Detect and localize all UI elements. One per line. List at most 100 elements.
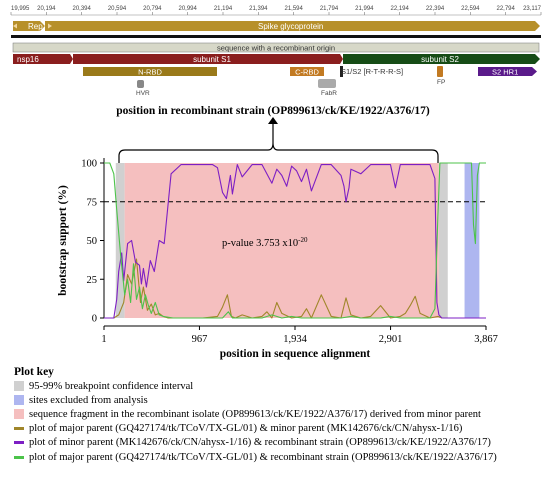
fp-label: FP <box>437 79 445 86</box>
genome-tick-label: 20,594 <box>108 6 127 12</box>
y-tick-label: 75 <box>87 197 98 208</box>
legend-color-swatch <box>14 381 24 392</box>
hvr-label: HVR <box>136 90 150 97</box>
series-line-1 <box>104 258 486 319</box>
y-axis-label: bootstrap support (%) <box>57 185 69 296</box>
genome-tick-label: 20,394 <box>72 6 91 12</box>
n-rbd-label: N-RBD <box>138 68 162 77</box>
c-rbd-label: C-RBD <box>295 68 319 77</box>
region-confidence <box>115 163 125 318</box>
legend-color-swatch <box>14 409 24 420</box>
plot-key-label: 95-99% breakpoint confidence interval <box>29 380 194 392</box>
plot-key-label: sequence fragment in the recombinant iso… <box>29 408 481 420</box>
s2-hr1-label: S2 HR1 <box>492 68 518 77</box>
chart-series <box>104 162 486 319</box>
genome-ruler: 19,995 20,194 20,394 20,594 20,794 20,994 21,1… <box>10 6 542 16</box>
x-tick-label: 2,901 <box>379 334 403 345</box>
s2-hr1-bar <box>478 67 537 76</box>
subunit-s1-bar <box>73 54 343 64</box>
genome-map: 19,995 20,194 20,394 20,594 20,794 20,994 21,1… <box>10 6 542 97</box>
series-line-2 <box>104 164 486 319</box>
subunit-s1-label: subunit S1 <box>193 55 231 64</box>
genome-tick-label: 21,794 <box>320 6 339 12</box>
chart-ticks: 0 25 50 75 100 1 967 1,934 2,901 3,867 <box>81 159 498 346</box>
highlight-regions <box>115 163 480 318</box>
n-rbd-bar <box>83 67 217 76</box>
bootscan-chart: p-value 3.753 x10-20 0 25 50 75 100 1 967 1,934… <box>57 158 498 360</box>
genome-tick-label: 20,194 <box>37 6 56 12</box>
genome-tick-label: 21,994 <box>355 6 374 12</box>
genome-track-line <box>11 35 541 38</box>
fabr-label: FabR <box>321 90 337 97</box>
recombinant-origin-label: sequence with a recombinant origin <box>217 44 335 53</box>
genome-tick-label: 22,194 <box>390 6 409 12</box>
c-rbd-bar <box>290 67 324 76</box>
recombinant-origin-bar: sequence with a recombinant origin <box>12 42 540 53</box>
y-tick-label: 100 <box>81 159 97 170</box>
y-tick-label: 50 <box>87 236 98 247</box>
region-confidence <box>438 163 448 318</box>
fp-marker <box>437 66 443 77</box>
legend-line-swatch <box>14 441 24 445</box>
legend-line-swatch <box>14 455 24 459</box>
rep1ab-label: Rep1ab <box>28 22 57 31</box>
plot-key-item: 95-99% breakpoint confidence interval <box>14 379 544 393</box>
fabr-marker <box>318 79 336 88</box>
plot-key-item: plot of major parent (GQ427174/tk/TCoV/T… <box>14 450 544 464</box>
x-tick-label: 1 <box>101 334 106 345</box>
subunit-row: nsp16 subunit S1 subunit S2 <box>13 54 540 64</box>
genome-tick-label: 21,394 <box>249 6 268 12</box>
nsp16-bar <box>13 54 73 64</box>
genome-tick-label: 19,995 <box>11 6 30 12</box>
x-tick-label: 967 <box>192 334 208 345</box>
genome-tick-label: 22,794 <box>496 6 515 12</box>
genome-tick-label: 23,117 <box>523 6 542 12</box>
subunit-s2-bar <box>343 54 540 64</box>
plot-key-label: sites excluded from analysis <box>29 394 148 406</box>
y-tick-label: 0 <box>92 314 97 325</box>
p-value-annotation: p-value 3.753 x10-20 <box>222 236 308 249</box>
plot-key: Plot key 95-99% breakpoint confidence in… <box>14 366 544 464</box>
recombinant-position-title: position in recombinant strain (OP899613… <box>116 105 430 117</box>
rep1ab-bar: Rep1ab <box>13 21 57 31</box>
feature-annotations: HVR FabR FP <box>136 79 445 97</box>
region-fragment <box>124 163 439 318</box>
genome-tick-label: 21,594 <box>284 6 303 12</box>
plot-key-item: plot of minor parent (MK142676/ck/CN/ahy… <box>14 436 544 450</box>
plot-key-label: plot of minor parent (MK142676/ck/CN/ahy… <box>29 437 491 449</box>
genome-tick-label: 22,394 <box>426 6 445 12</box>
x-tick-label: 3,867 <box>474 334 498 345</box>
region-bracket <box>118 137 439 163</box>
nsp16-label: nsp16 <box>17 55 39 64</box>
y-tick-label: 25 <box>87 275 98 286</box>
genome-tick-label: 21,194 <box>214 6 233 12</box>
p-value-exponent: -20 <box>298 236 308 244</box>
hvr-marker <box>137 80 144 88</box>
plot-key-item: plot of major parent (GQ427174/tk/TCoV/T… <box>14 422 544 436</box>
genome-tick-label: 20,794 <box>143 6 162 12</box>
genome-tick-label: 20,994 <box>178 6 197 12</box>
series-line-3 <box>104 162 486 319</box>
plot-key-item: sites excluded from analysis <box>14 393 544 407</box>
plot-key-title: Plot key <box>14 366 54 378</box>
x-tick-label: 1,934 <box>283 334 307 345</box>
spike-bar: Spike glycoprotein <box>45 21 540 31</box>
spike-label: Spike glycoprotein <box>258 22 323 31</box>
legend-color-swatch <box>14 395 24 406</box>
plot-key-items: 95-99% breakpoint confidence interval sit… <box>14 379 544 464</box>
arrow-up-icon <box>268 117 278 124</box>
domain-row: N-RBD C-RBD S1/S2 [R-T-R-R-S] S2 HR1 <box>83 66 537 77</box>
x-axis-label: position in sequence alignment <box>220 348 371 360</box>
subunit-s2-label: subunit S2 <box>421 55 459 64</box>
legend-line-swatch <box>14 427 24 431</box>
plot-key-item: sequence fragment in the recombinant iso… <box>14 407 544 421</box>
recombinant-position-header: position in recombinant strain (OP899613… <box>116 105 439 163</box>
cleavage-site-label: S1/S2 [R-T-R-R-S] <box>341 67 403 76</box>
p-value-base: p-value 3.753 x10 <box>222 238 298 249</box>
plot-key-label: plot of major parent (GQ427174/tk/TCoV/T… <box>29 451 497 463</box>
plot-key-label: plot of major parent (GQ427174/tk/TCoV/T… <box>29 423 463 435</box>
genome-tick-label: 22,594 <box>461 6 480 12</box>
cleavage-site-marker <box>340 66 343 77</box>
